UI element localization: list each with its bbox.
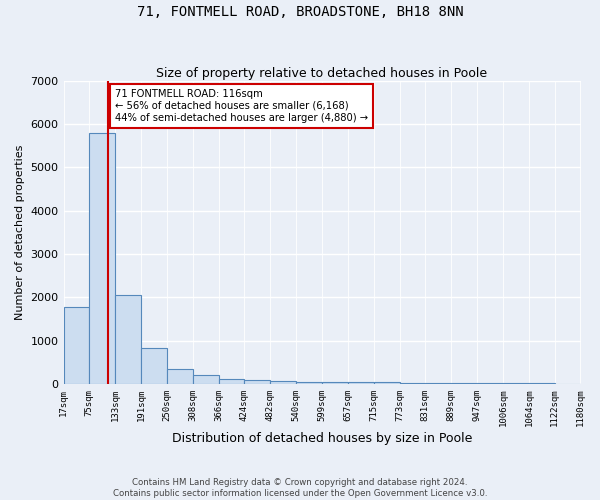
Bar	[374, 382, 400, 384]
Bar	[115, 294, 141, 384]
Bar	[296, 382, 322, 384]
Bar	[451, 383, 477, 384]
Text: 71 FONTMELL ROAD: 116sqm
← 56% of detached houses are smaller (6,168)
44% of sem: 71 FONTMELL ROAD: 116sqm ← 56% of detach…	[115, 90, 368, 122]
Title: Size of property relative to detached houses in Poole: Size of property relative to detached ho…	[157, 66, 488, 80]
X-axis label: Distribution of detached houses by size in Poole: Distribution of detached houses by size …	[172, 432, 472, 445]
Bar	[64, 307, 89, 384]
Bar	[167, 369, 193, 384]
Bar	[193, 376, 218, 384]
Y-axis label: Number of detached properties: Number of detached properties	[15, 144, 25, 320]
Bar	[270, 380, 296, 384]
Bar	[348, 382, 374, 384]
Bar	[400, 382, 425, 384]
Bar	[322, 382, 348, 384]
Bar	[477, 383, 503, 384]
Bar	[244, 380, 270, 384]
Bar	[89, 132, 115, 384]
Text: 71, FONTMELL ROAD, BROADSTONE, BH18 8NN: 71, FONTMELL ROAD, BROADSTONE, BH18 8NN	[137, 5, 463, 19]
Bar	[425, 383, 451, 384]
Bar	[141, 348, 167, 384]
Text: Contains HM Land Registry data © Crown copyright and database right 2024.
Contai: Contains HM Land Registry data © Crown c…	[113, 478, 487, 498]
Bar	[218, 379, 244, 384]
